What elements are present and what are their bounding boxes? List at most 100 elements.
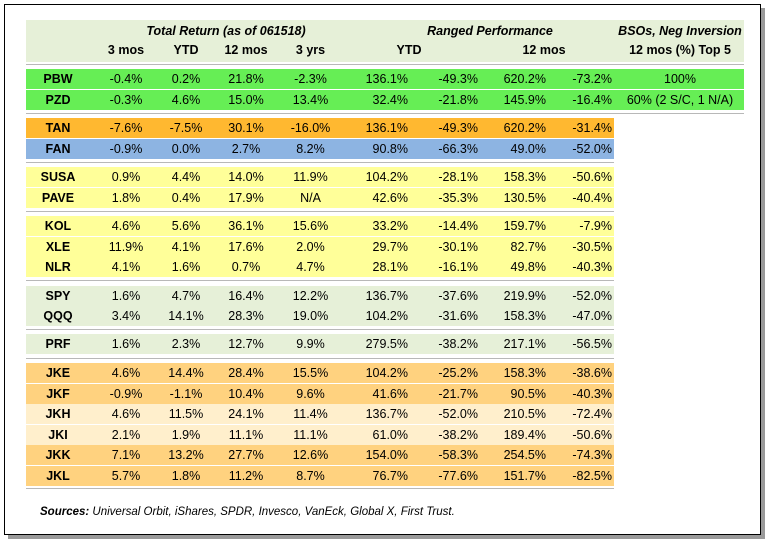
- return-12mos-cell: 21.8%: [228, 72, 264, 86]
- ticker-cell: JKH: [45, 407, 71, 421]
- return-3mos-cell: 3.4%: [111, 309, 141, 323]
- bsos-cell: [616, 384, 744, 404]
- return-3yrs-cell: 11.9%: [293, 170, 328, 184]
- group-separator: [26, 488, 614, 489]
- range-ytd-high-cell: 42.6%: [372, 191, 408, 205]
- return-ytd-cell: -7.5%: [169, 121, 203, 135]
- ticker-cell: PRF: [45, 337, 71, 351]
- return-3mos-cell: 1.6%: [111, 289, 141, 303]
- return-ytd-cell: 4.4%: [171, 170, 201, 184]
- return-12mos-cell: 15.0%: [228, 93, 264, 107]
- ticker-cell: JKI: [48, 428, 68, 442]
- range-12mos-low-cell: -52.0%: [572, 142, 612, 156]
- range-12mos-high-cell: 82.7%: [510, 240, 546, 254]
- table-row: TAN -7.6% -7.5% 30.1% -16.0% 136.1% -49.3% 620.…: [26, 118, 614, 139]
- return-ytd-cell: 5.6%: [171, 219, 201, 233]
- return-3yrs-cell: 4.7%: [296, 260, 325, 274]
- table-row: KOL 4.6% 5.6% 36.1% 15.6% 33.2% -14.4% 159.7% -7…: [26, 216, 614, 237]
- return-12mos-cell: 11.2%: [228, 469, 264, 483]
- return-ytd-cell: 4.1%: [171, 240, 201, 254]
- ticker-cell: NLR: [45, 260, 71, 274]
- range-ytd-high-cell: 29.7%: [372, 240, 408, 254]
- bsos-cell: [616, 139, 744, 159]
- return-12mos-cell: 16.4%: [228, 289, 264, 303]
- group-separator: [26, 329, 614, 330]
- return-ytd-cell: 1.9%: [171, 428, 201, 442]
- sources-note: Sources: Universal Orbit, iShares, SPDR,…: [40, 506, 455, 518]
- return-3yrs-cell: 15.5%: [292, 366, 329, 380]
- return-ytd-cell: 4.6%: [171, 93, 201, 107]
- range-12mos-high-cell: 49.0%: [510, 142, 546, 156]
- return-3yrs-cell: 13.4%: [292, 93, 329, 107]
- range-ytd-high-cell: 104.2%: [365, 366, 408, 380]
- range-ytd-high-cell: 61.0%: [372, 428, 408, 442]
- range-12mos-low-cell: -73.2%: [572, 72, 612, 86]
- return-3yrs-cell: 11.4%: [293, 407, 328, 421]
- return-3yrs-cell: 9.9%: [296, 337, 325, 351]
- return-ytd-cell: 1.6%: [171, 260, 201, 274]
- table-row: JKH 4.6% 11.5% 24.1% 11.4% 136.7% -52.0% 210.5%…: [26, 404, 614, 425]
- bsos-cell: [616, 363, 744, 383]
- return-12mos-cell: 30.1%: [228, 121, 264, 135]
- range-ytd-high-cell: 136.7%: [365, 289, 408, 303]
- range-12mos-low-cell: -74.3%: [572, 448, 612, 462]
- range-ytd-low-cell: -14.4%: [438, 219, 478, 233]
- return-ytd-cell: -1.1%: [169, 387, 203, 401]
- range-12mos-low-cell: -38.6%: [572, 366, 612, 380]
- ticker-cell: SUSA: [40, 170, 76, 184]
- range-12mos-high-cell: 130.5%: [503, 191, 546, 205]
- return-3mos-cell: -0.9%: [109, 387, 143, 401]
- col-header-3yrs: 3 yrs: [295, 43, 326, 57]
- table-row: SPY 1.6% 4.7% 16.4% 12.2% 136.7% -37.6% 219.9% -…: [26, 286, 614, 307]
- range-12mos-high-cell: 145.9%: [503, 93, 546, 107]
- ticker-cell: PZD: [45, 93, 71, 107]
- table-row: JKL 5.7% 1.8% 11.2% 8.7% 76.7% -77.6% 151.7% -82…: [26, 466, 614, 487]
- range-ytd-low-cell: -38.2%: [438, 337, 478, 351]
- return-12mos-cell: 2.7%: [231, 142, 261, 156]
- return-ytd-cell: 0.2%: [171, 72, 201, 86]
- return-ytd-cell: 4.7%: [171, 289, 201, 303]
- return-12mos-cell: 10.4%: [228, 387, 264, 401]
- range-12mos-high-cell: 254.5%: [503, 448, 546, 462]
- ticker-cell: PBW: [43, 72, 73, 86]
- range-ytd-low-cell: -49.3%: [438, 121, 478, 135]
- bsos-cell: [616, 257, 744, 277]
- range-12mos-high-cell: 151.7%: [503, 469, 546, 483]
- range-12mos-high-cell: 159.7%: [503, 219, 546, 233]
- return-3mos-cell: 4.6%: [111, 219, 141, 233]
- range-12mos-high-cell: 620.2%: [503, 72, 546, 86]
- col-header-bsos: 12 mos (%) Top 5: [629, 43, 731, 57]
- bsos-cell: 60% (2 S/C, 1 N/A): [626, 93, 734, 107]
- range-ytd-high-cell: 76.7%: [372, 469, 408, 483]
- sources-label: Sources:: [40, 506, 90, 518]
- return-3yrs-cell: 9.6%: [296, 387, 325, 401]
- range-12mos-low-cell: -50.6%: [572, 428, 612, 442]
- group-separator: [26, 64, 744, 65]
- return-3yrs-cell: 8.7%: [296, 469, 325, 483]
- range-12mos-high-cell: 219.9%: [503, 289, 546, 303]
- range-ytd-low-cell: -25.2%: [438, 366, 478, 380]
- range-12mos-low-cell: -30.5%: [572, 240, 612, 254]
- range-12mos-low-cell: -52.0%: [572, 289, 612, 303]
- range-ytd-high-cell: 33.2%: [372, 219, 408, 233]
- return-ytd-cell: 13.2%: [168, 448, 204, 462]
- return-3yrs-cell: 11.1%: [293, 428, 328, 442]
- return-3yrs-cell: 2.0%: [296, 240, 325, 254]
- return-12mos-cell: 36.1%: [228, 219, 264, 233]
- return-3yrs-cell: -16.0%: [290, 121, 331, 135]
- range-ytd-low-cell: -28.1%: [438, 170, 478, 184]
- return-3mos-cell: -0.3%: [109, 93, 143, 107]
- table-row: PAVE 1.8% 0.4% 17.9% N/A 42.6% -35.3% 130.5% -40…: [26, 188, 614, 209]
- range-ytd-high-cell: 279.5%: [365, 337, 408, 351]
- range-12mos-high-cell: 158.3%: [503, 366, 546, 380]
- table-row: PZD -0.3% 4.6% 15.0% 13.4% 32.4% -21.8% 145.9% -…: [26, 90, 744, 111]
- table-row: FAN -0.9% 0.0% 2.7% 8.2% 90.8% -66.3% 49.0% -52.…: [26, 139, 614, 160]
- return-12mos-cell: 12.7%: [228, 337, 264, 351]
- return-3mos-cell: -7.6%: [109, 121, 143, 135]
- ticker-cell: XLE: [45, 240, 71, 254]
- group-separator: [26, 211, 614, 212]
- group-separator: [26, 162, 614, 163]
- range-12mos-low-cell: -40.3%: [572, 387, 612, 401]
- bsos-cell: [616, 404, 744, 424]
- ticker-cell: PAVE: [41, 191, 75, 205]
